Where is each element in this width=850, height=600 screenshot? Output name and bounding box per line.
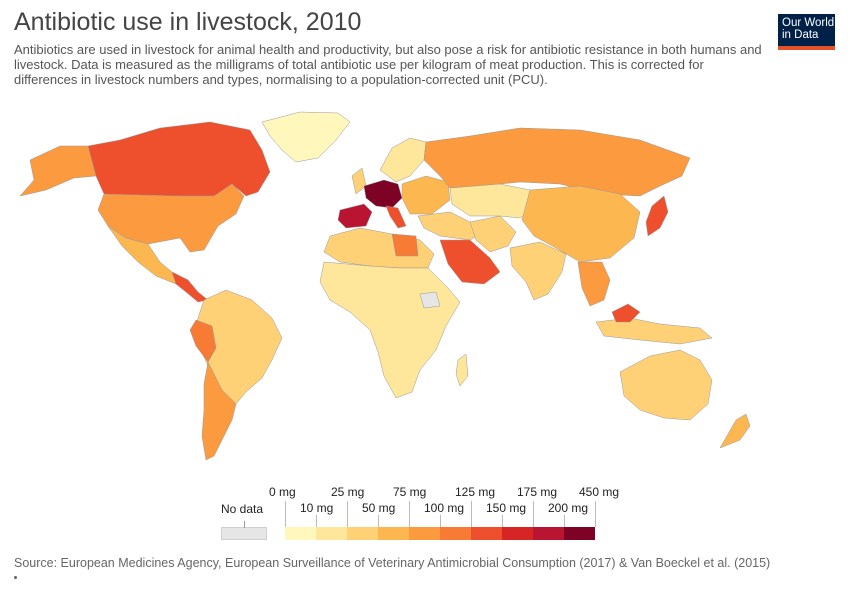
legend-top-label: 75 mg	[393, 485, 427, 499]
region-scandinavia[interactable]	[379, 137, 427, 183]
legend-bottom-label: 100 mg	[424, 501, 465, 515]
legend-swatch	[285, 527, 316, 540]
region-western-europe[interactable]	[363, 179, 403, 209]
legend-tick	[285, 501, 286, 527]
logo-line-2: in Data	[782, 29, 819, 41]
color-legend: No data 0 mg 25 mg 75 mg 125 mg 175 mg 450 mg…	[215, 483, 635, 543]
region-canada[interactable]	[87, 121, 271, 197]
region-north-africa[interactable]	[323, 227, 435, 269]
region-russia[interactable]	[423, 127, 691, 197]
legend-tick	[564, 515, 565, 527]
region-greenland[interactable]	[261, 111, 351, 163]
legend-tick	[595, 501, 596, 527]
legend-top-label: 450 mg	[579, 485, 620, 499]
legend-tick	[440, 515, 441, 527]
region-central-africa[interactable]	[319, 261, 461, 399]
footer-bullet	[14, 576, 17, 579]
legend-swatch	[471, 527, 502, 540]
legend-tick	[533, 501, 534, 527]
logo-accent-bar	[778, 46, 835, 50]
region-libya[interactable]	[391, 233, 419, 257]
region-central-asia[interactable]	[449, 183, 541, 219]
legend-swatch	[316, 527, 347, 540]
region-malaysia[interactable]	[611, 303, 641, 323]
region-uk[interactable]	[351, 167, 367, 195]
legend-bottom-label: 50 mg	[362, 501, 396, 515]
no-data-swatch	[221, 521, 267, 540]
region-chile-argentina[interactable]	[201, 361, 237, 461]
legend-top-label: 25 mg	[331, 485, 365, 499]
legend-swatch	[378, 527, 409, 540]
legend-tick	[316, 515, 317, 527]
world-map[interactable]	[0, 100, 850, 475]
legend-swatch	[564, 527, 595, 540]
region-india[interactable]	[509, 241, 567, 301]
region-central-america[interactable]	[171, 271, 209, 303]
legend-swatch	[347, 527, 378, 540]
legend-bottom-label: 10 mg	[300, 501, 334, 515]
region-indonesia[interactable]	[595, 317, 713, 345]
legend-bottom-label: 200 mg	[548, 501, 589, 515]
region-italy[interactable]	[385, 205, 407, 229]
region-japan[interactable]	[645, 195, 669, 237]
chart-title: Antibiotic use in livestock, 2010	[14, 8, 362, 36]
region-eastern-europe[interactable]	[401, 175, 451, 215]
legend-swatch	[440, 527, 471, 540]
legend-top-label: 175 mg	[517, 485, 558, 499]
legend-tick	[471, 501, 472, 527]
legend-top-label: 125 mg	[455, 485, 496, 499]
region-alaska[interactable]	[19, 145, 97, 197]
region-southeast-asia[interactable]	[577, 261, 611, 307]
legend-tick	[502, 515, 503, 527]
legend-tick	[378, 515, 379, 527]
chart-subtitle: Antibiotics are used in livestock for an…	[14, 42, 762, 87]
region-australia[interactable]	[619, 349, 713, 421]
legend-tick	[409, 501, 410, 527]
legend-swatch	[409, 527, 440, 540]
region-new-zealand[interactable]	[719, 413, 751, 449]
legend-tick	[347, 501, 348, 527]
region-arabia[interactable]	[439, 239, 501, 285]
region-south-sudan-no-data[interactable]	[419, 291, 441, 309]
source-note: Source: European Medicines Agency, Europ…	[14, 556, 771, 570]
no-data-label: No data	[221, 502, 264, 516]
legend-swatch	[502, 527, 533, 540]
region-china[interactable]	[521, 185, 641, 263]
region-iberia[interactable]	[337, 203, 373, 229]
legend-bottom-label: 150 mg	[486, 501, 527, 515]
legend-top-label: 0 mg	[269, 485, 296, 499]
legend-swatch	[533, 527, 564, 540]
region-madagascar[interactable]	[455, 353, 469, 387]
logo-line-1: Our World	[782, 17, 835, 29]
owid-logo[interactable]: Our World in Data	[778, 14, 835, 50]
